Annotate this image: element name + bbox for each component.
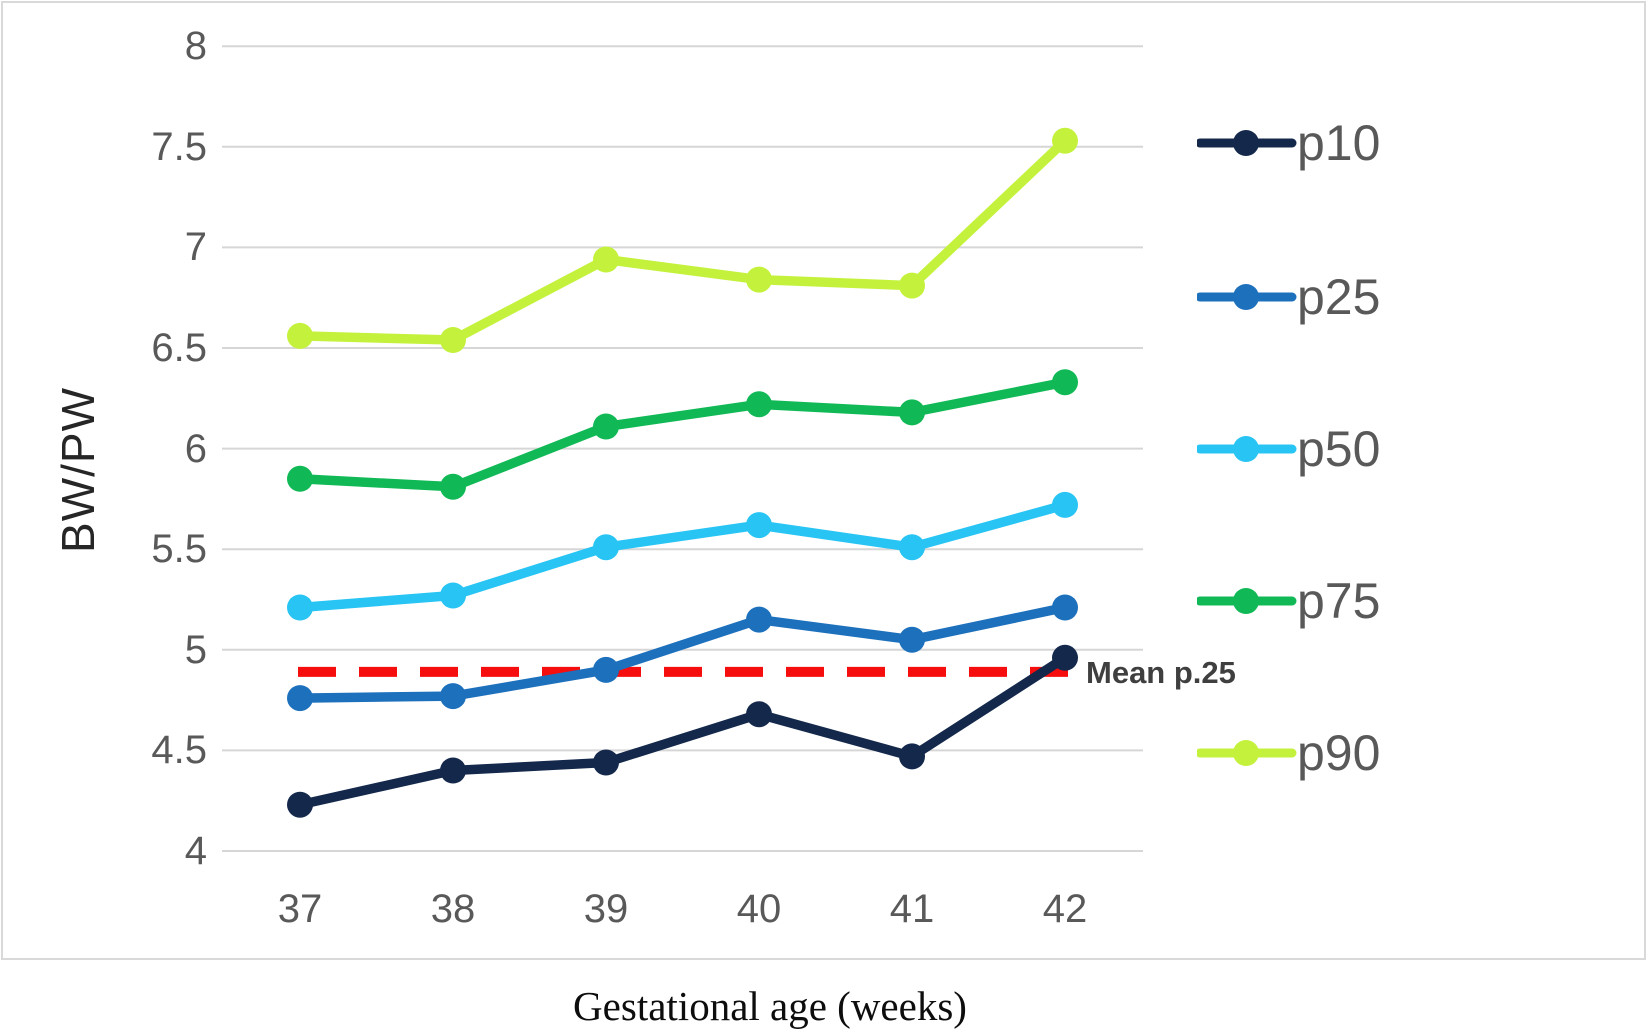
legend-label-p90: p90	[1297, 725, 1381, 781]
y-tick-5.5: 5.5	[151, 527, 207, 572]
legend-marker-p50	[1197, 436, 1297, 462]
series-line-p10	[295, 653, 1070, 810]
data-point-p25-38	[440, 683, 466, 710]
y-tick-7.5: 7.5	[151, 124, 207, 169]
data-point-p75-40	[746, 391, 772, 418]
legend-marker-dot-p10	[1233, 130, 1259, 156]
data-point-p75-42	[1052, 369, 1078, 396]
data-point-p10-41	[899, 743, 925, 770]
legend-marker-p10	[1197, 130, 1297, 156]
y-tick-4.5: 4.5	[151, 728, 207, 773]
data-point-p25-37	[287, 685, 313, 712]
data-point-p90-39	[593, 246, 619, 273]
data-point-p75-39	[593, 413, 619, 440]
legend-marker-p75	[1197, 588, 1297, 614]
y-tick-6.5: 6.5	[151, 326, 207, 370]
legend-item-p50: p50	[1197, 421, 1380, 477]
legend-label-p75: p75	[1297, 573, 1381, 629]
data-point-p90-38	[440, 327, 466, 353]
data-point-p50-38	[440, 582, 466, 609]
y-tick-5: 5	[184, 627, 207, 672]
x-tick-39: 39	[583, 887, 629, 931]
y-tick-6: 6	[184, 426, 207, 471]
series-line-p50	[295, 500, 1070, 613]
x-tick-42: 42	[1042, 887, 1088, 931]
data-point-p50-41	[899, 534, 925, 561]
legend-label-p25: p25	[1297, 269, 1381, 325]
data-point-p10-38	[440, 757, 466, 784]
data-point-p25-41	[899, 626, 925, 653]
legend-marker-dot-p75	[1233, 588, 1259, 614]
data-point-p10-39	[593, 749, 619, 776]
legend-item-p90: p90	[1197, 725, 1380, 781]
legend-marker-dot-p25	[1233, 284, 1259, 310]
data-point-p90-37	[287, 322, 313, 349]
data-point-p50-42	[1052, 491, 1078, 518]
legend-label-p50: p50	[1297, 421, 1381, 477]
data-point-p90-42	[1052, 127, 1078, 154]
legend-item-p25: p25	[1197, 269, 1380, 325]
x-tick-40: 40	[736, 887, 782, 931]
data-point-p50-39	[593, 534, 619, 561]
data-point-p50-40	[746, 512, 772, 539]
data-point-p75-41	[899, 399, 925, 426]
data-point-p25-40	[746, 606, 772, 633]
data-point-p10-42	[1052, 644, 1078, 671]
data-point-p75-38	[440, 473, 466, 500]
legend-marker-dot-p50	[1233, 436, 1259, 462]
y-tick-7: 7	[184, 225, 207, 270]
x-tick-37: 37	[277, 887, 323, 931]
series-line-p90	[295, 136, 1070, 345]
series-line-p75	[295, 377, 1070, 492]
x-tick-41: 41	[889, 887, 935, 931]
legend-marker-p90	[1197, 740, 1297, 766]
legend-marker-p25	[1197, 284, 1297, 310]
legend-item-p10: p10	[1197, 115, 1380, 171]
y-tick-4: 4	[184, 829, 207, 873]
y-axis-title: BW/PW	[52, 387, 104, 553]
reference-line-label: Mean p.25	[1086, 655, 1236, 690]
data-point-p75-37	[287, 465, 313, 492]
data-point-p10-40	[746, 701, 772, 728]
data-point-p25-39	[593, 656, 619, 683]
data-point-p25-42	[1052, 594, 1078, 621]
chart-frame	[1, 1, 1646, 960]
data-point-p90-41	[899, 272, 925, 299]
legend-item-p75: p75	[1197, 573, 1380, 629]
x-axis-title: Gestational age (weeks)	[573, 983, 967, 1029]
legend-label-p10: p10	[1297, 115, 1381, 171]
data-point-p90-40	[746, 266, 772, 293]
data-point-p50-37	[287, 594, 313, 621]
data-point-p10-37	[287, 791, 313, 818]
y-tick-8: 8	[184, 24, 207, 69]
x-tick-38: 38	[430, 887, 476, 931]
series-line-p25	[295, 602, 1070, 703]
legend-marker-dot-p90	[1233, 740, 1259, 766]
